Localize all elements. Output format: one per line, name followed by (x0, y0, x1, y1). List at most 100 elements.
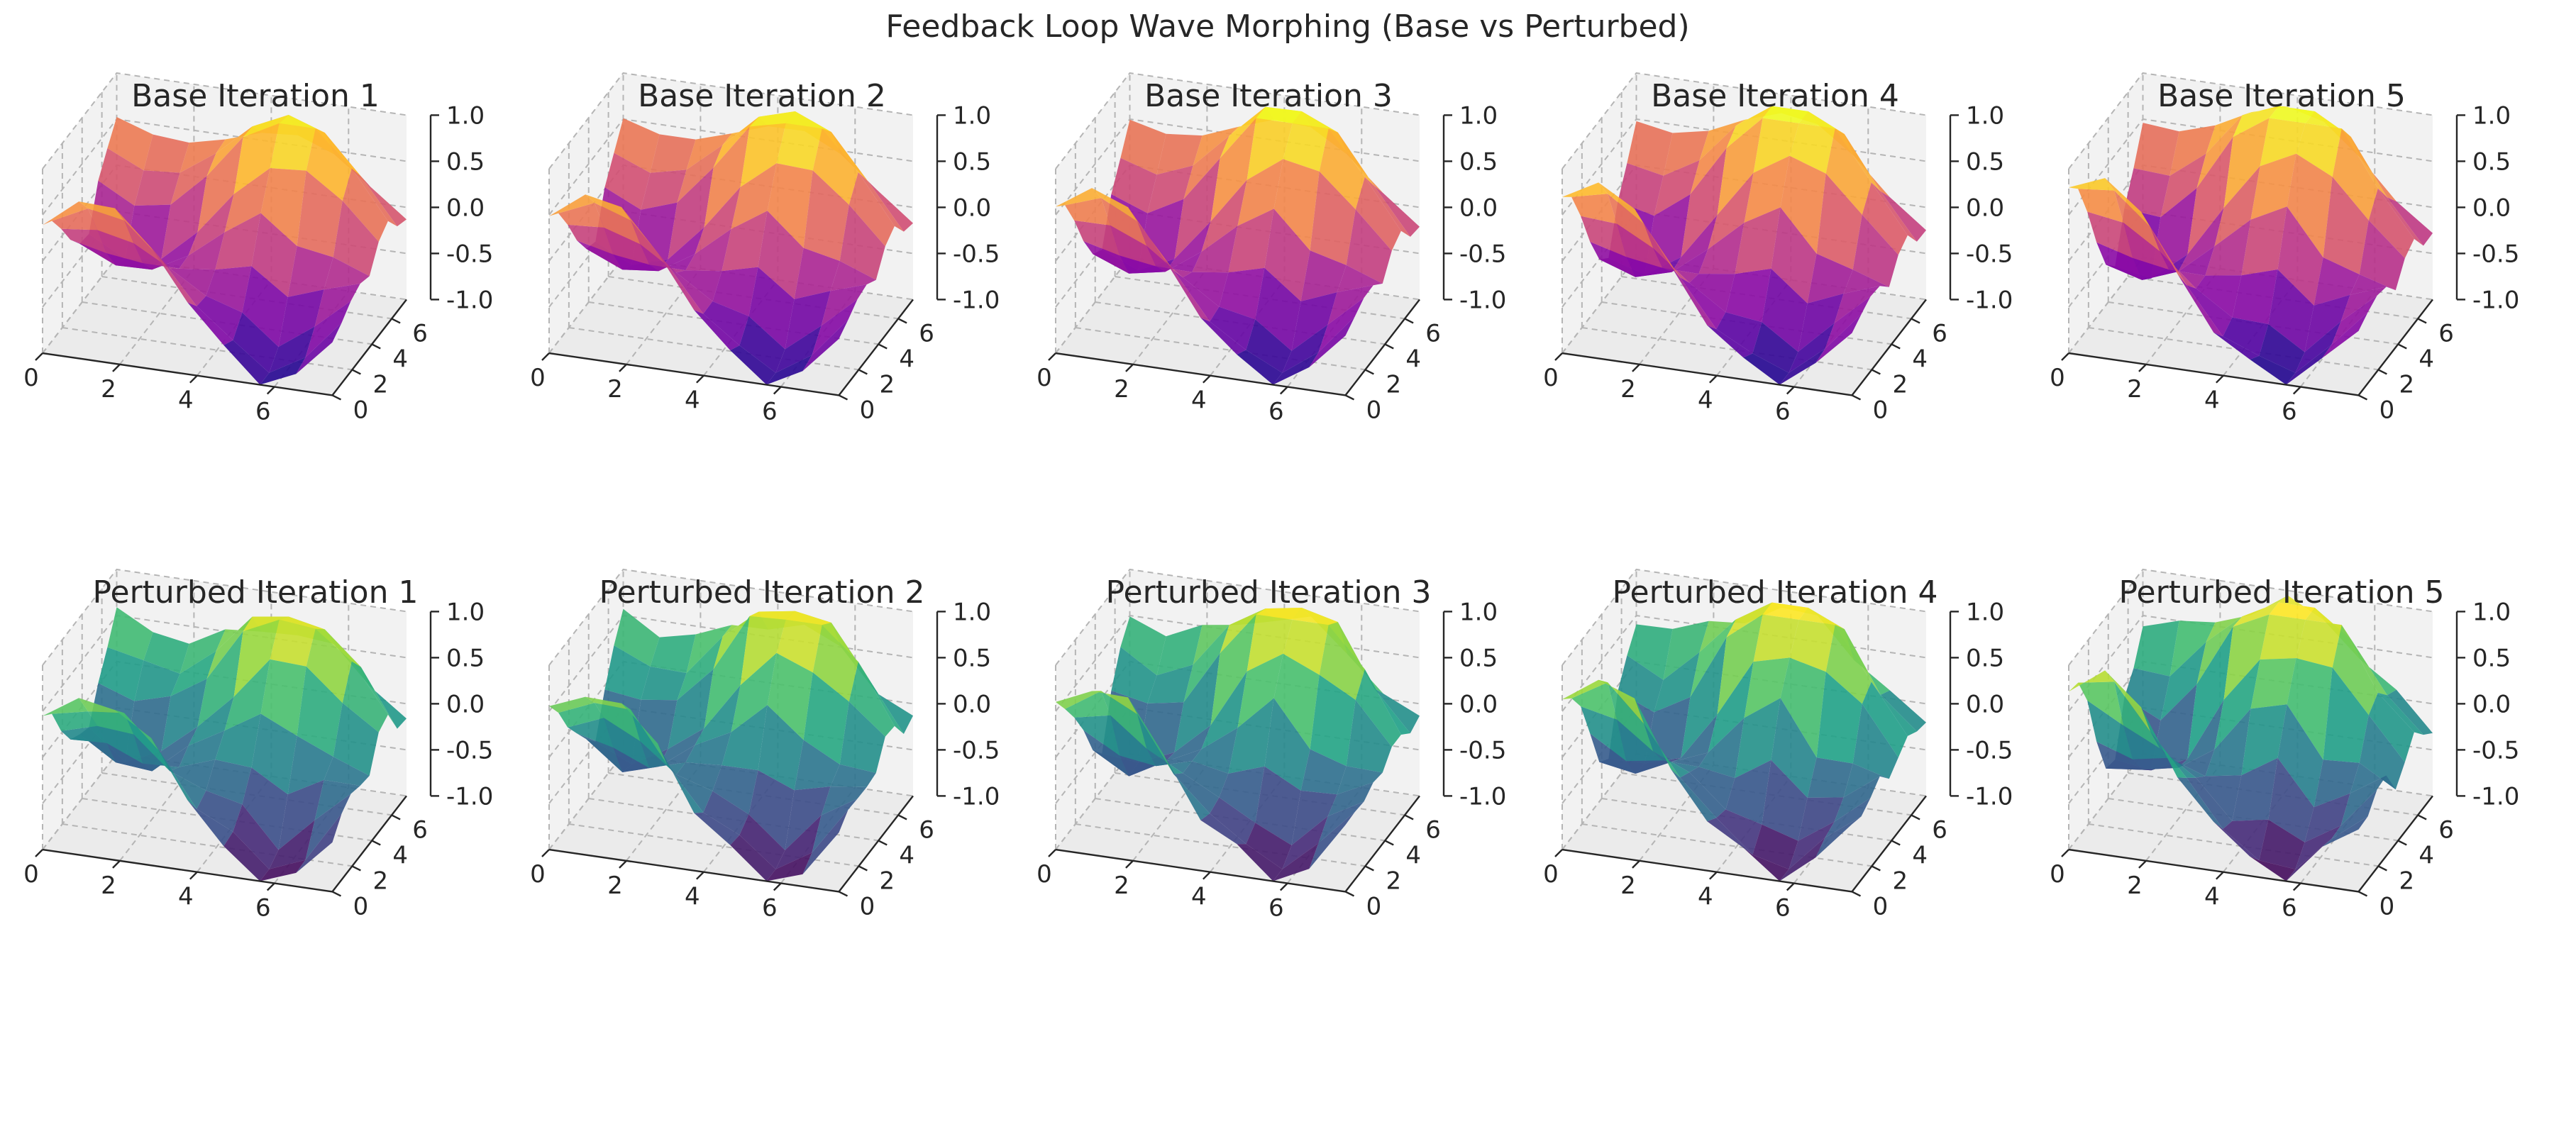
y-tick-label: 2 (2399, 370, 2415, 399)
z-tick-label: 0.5 (2472, 148, 2511, 176)
z-tick-label: 0.0 (2472, 690, 2511, 718)
y-tick-label: 0 (353, 892, 369, 920)
y-tick-label: 4 (899, 345, 914, 373)
y-tick-label: 0 (1366, 396, 1382, 424)
z-tick-label: 0.0 (953, 690, 991, 718)
x-tick-label: 0 (1037, 364, 1052, 392)
z-tick-label: 1.0 (1966, 598, 2004, 626)
y-tick-label: 2 (373, 370, 389, 399)
subplot-title: Perturbed Iteration 4 (1613, 574, 1938, 611)
y-tick-label: 6 (1932, 816, 1947, 844)
x-tick-label: 2 (1620, 872, 1636, 900)
y-tick-label: 4 (2419, 841, 2434, 869)
y-tick-label: 6 (412, 816, 428, 844)
z-tick-label: -1.0 (1966, 782, 2013, 811)
x-tick-label: 4 (1698, 883, 1713, 911)
y-tick-label: 2 (1893, 867, 1908, 895)
y-tick-label: 4 (392, 345, 408, 373)
y-tick-label: 6 (919, 319, 934, 347)
x-tick-label: 4 (2204, 386, 2220, 415)
z-tick-label: 0.5 (446, 644, 485, 672)
y-tick-label: 6 (2438, 319, 2454, 347)
z-tick-label: 0.0 (446, 690, 485, 718)
z-tick-label: -0.5 (2472, 240, 2519, 268)
z-tick-label: -1.0 (446, 782, 493, 811)
x-tick-label: 0 (23, 364, 39, 392)
z-tick-label: 0.5 (1459, 148, 1498, 176)
z-tick-label: 0.5 (1966, 644, 2004, 672)
z-tick-label: 0.5 (446, 148, 485, 176)
x-tick-label: 4 (685, 883, 700, 911)
z-tick-label: 1.0 (446, 598, 485, 626)
figure-title: Feedback Loop Wave Morphing (Base vs Per… (885, 9, 1689, 45)
z-tick-label: 0.5 (1459, 644, 1498, 672)
x-tick-label: 6 (762, 398, 778, 426)
y-tick-label: 4 (1405, 841, 1421, 869)
y-tick-label: 6 (1425, 319, 1441, 347)
y-tick-label: 2 (880, 370, 895, 399)
y-tick-label: 6 (1932, 319, 1947, 347)
x-tick-label: 2 (607, 375, 623, 404)
x-tick-label: 6 (2282, 894, 2297, 923)
x-tick-label: 2 (101, 872, 116, 900)
y-tick-label: 4 (1912, 841, 1928, 869)
y-tick-label: 0 (860, 892, 875, 920)
z-tick-label: 0.0 (1459, 690, 1498, 718)
y-tick-label: 6 (919, 816, 934, 844)
x-tick-label: 2 (2127, 872, 2143, 900)
z-tick-label: -1.0 (953, 286, 1000, 314)
y-tick-label: 0 (860, 396, 875, 424)
y-tick-label: 4 (1912, 345, 1928, 373)
z-tick-label: 1.0 (2472, 598, 2511, 626)
z-tick-label: -1.0 (446, 286, 493, 314)
z-tick-label: -0.5 (446, 736, 493, 764)
y-tick-label: 2 (1893, 370, 1908, 399)
z-tick-label: 1.0 (1966, 101, 2004, 130)
x-tick-label: 0 (530, 364, 546, 392)
z-tick-label: 0.0 (446, 194, 485, 222)
z-tick-label: 0.5 (953, 148, 991, 176)
z-tick-label: 1.0 (1459, 598, 1498, 626)
x-tick-label: 6 (1268, 894, 1284, 923)
z-tick-label: -1.0 (1459, 782, 1506, 811)
y-tick-label: 2 (1386, 370, 1402, 399)
y-tick-label: 4 (392, 841, 408, 869)
z-tick-label: 0.0 (1966, 690, 2004, 718)
subplot-title: Base Iteration 3 (1144, 78, 1393, 114)
x-tick-label: 0 (530, 860, 546, 889)
x-tick-label: 6 (1268, 398, 1284, 426)
x-tick-label: 0 (2050, 364, 2065, 392)
y-tick-label: 4 (899, 841, 914, 869)
x-tick-label: 4 (178, 386, 194, 415)
z-tick-label: 1.0 (446, 101, 485, 130)
y-tick-label: 4 (1405, 345, 1421, 373)
y-tick-label: 6 (412, 319, 428, 347)
subplot-title: Base Iteration 1 (131, 78, 380, 114)
y-tick-label: 2 (880, 867, 895, 895)
z-tick-label: -0.5 (953, 736, 1000, 764)
z-tick-label: -0.5 (1966, 240, 2013, 268)
x-tick-label: 6 (2282, 398, 2297, 426)
x-tick-label: 4 (2204, 883, 2220, 911)
x-tick-label: 6 (255, 894, 271, 923)
x-tick-label: 4 (1698, 386, 1713, 415)
y-tick-label: 2 (1386, 867, 1402, 895)
y-tick-label: 0 (1366, 892, 1382, 920)
y-tick-label: 6 (1425, 816, 1441, 844)
x-tick-label: 2 (1114, 872, 1129, 900)
subplot-title: Perturbed Iteration 1 (93, 574, 419, 611)
z-tick-label: -1.0 (953, 782, 1000, 811)
z-tick-label: 0.5 (2472, 644, 2511, 672)
z-tick-label: 0.5 (1966, 148, 2004, 176)
y-tick-label: 0 (353, 396, 369, 424)
y-tick-label: 6 (2438, 816, 2454, 844)
subplot-title: Perturbed Iteration 2 (599, 574, 925, 611)
x-tick-label: 4 (1191, 883, 1207, 911)
x-tick-label: 4 (685, 386, 700, 415)
